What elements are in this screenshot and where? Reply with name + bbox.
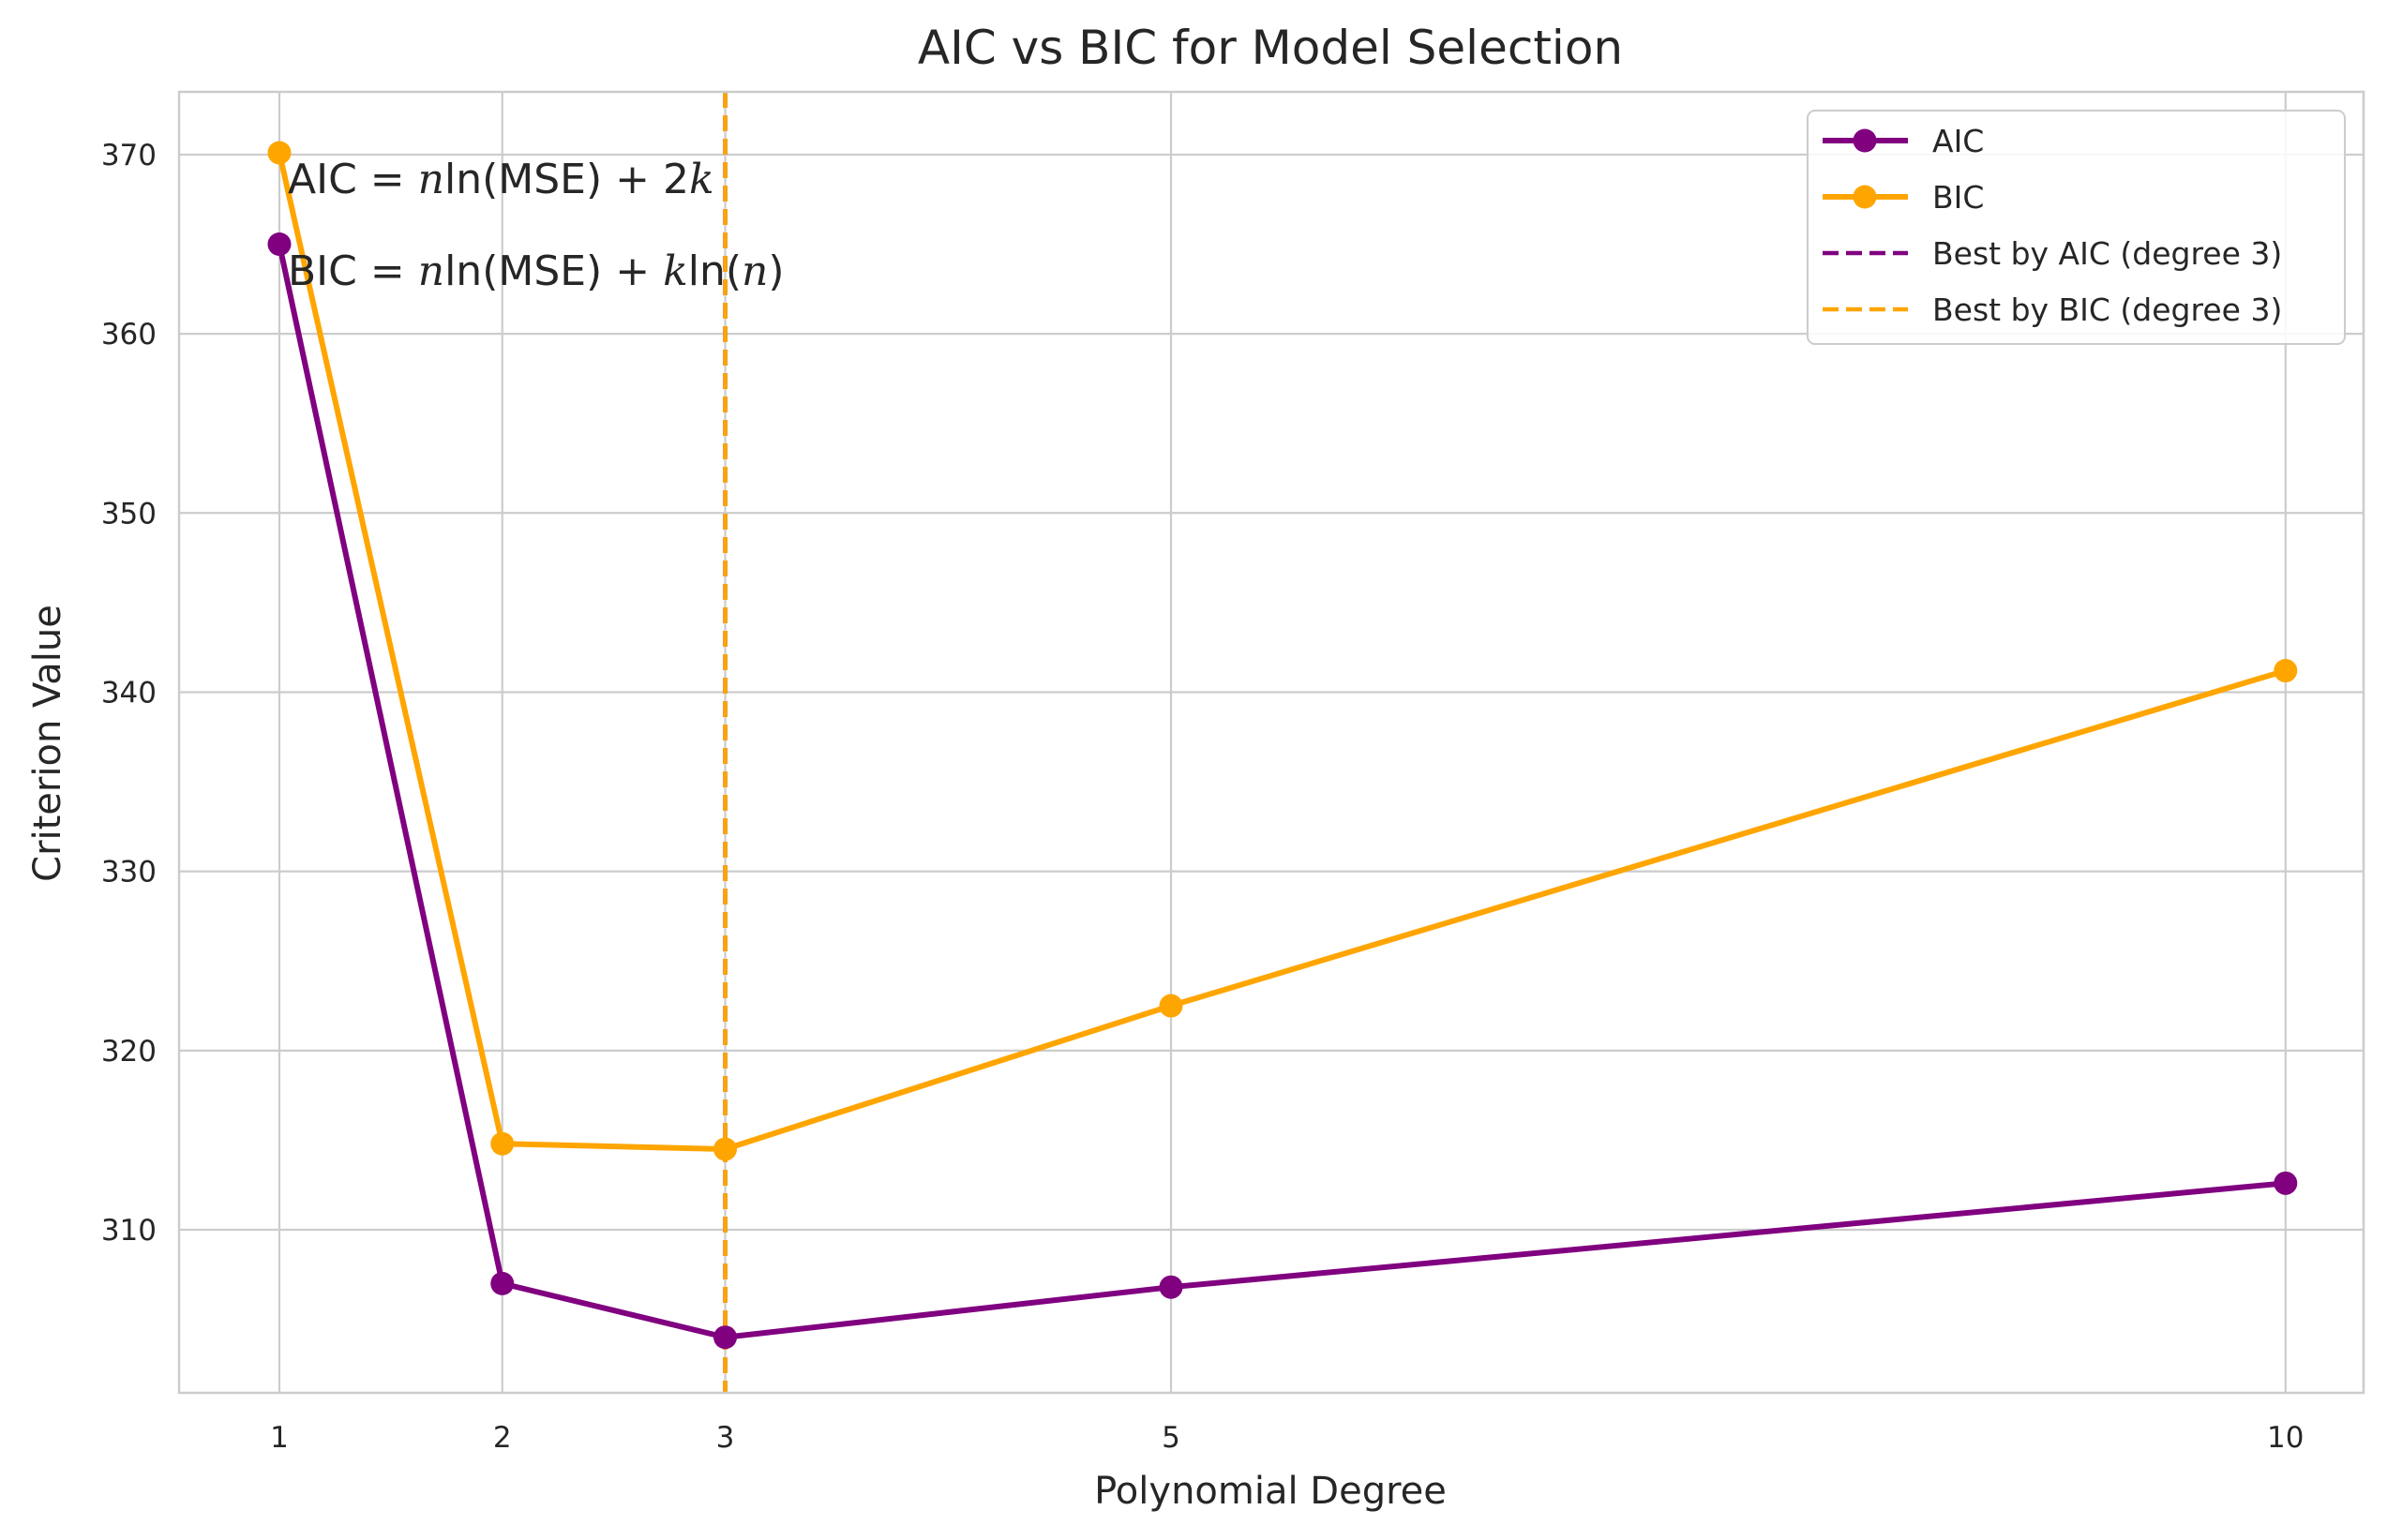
x-tick-labels: 1 2 3 5 10 [270,1421,2304,1455]
data-point-bic-2 [490,1131,515,1156]
y-tick-label-350: 350 [101,497,157,531]
aic-formula: AIC = nln(MSE) + 2k [288,156,714,203]
bic-formula-n: n [418,247,444,295]
series-layer [267,141,2298,1350]
data-point-aic-5 [1159,1275,1183,1299]
y-axis-label: Criterion Value [26,605,69,882]
bic-formula-fn: ln(MSE) + [444,247,663,295]
bic-formula-k: k [663,247,688,295]
y-tick-label-320: 320 [101,1035,157,1069]
bic-formula-fn2: ln( [688,247,742,295]
chart-title: AIC vs BIC for Model Selection [918,21,1623,75]
legend: AIC BIC Best by AIC (degree 3) Best by BIC … [1807,110,2346,345]
bic-formula-eq: = [357,247,418,295]
x-tick-label-2: 2 [493,1421,512,1455]
bic-formula-lhs: BIC [288,247,357,295]
data-point-aic-1 [267,232,292,257]
y-tick-label-360: 360 [101,318,157,351]
legend-box [1807,110,2346,345]
legend-marker-bic [1853,185,1877,209]
aic-formula-fn: ln(MSE) + 2 [444,156,689,203]
series-bic [267,141,2298,1161]
y-tick-labels: 310 320 330 340 350 360 370 [101,139,157,1248]
plot-frame [177,90,2365,1395]
bic-formula: BIC = nln(MSE) + kln(n) [288,247,785,295]
x-tick-label-10: 10 [2267,1421,2304,1455]
data-point-bic-5 [1159,994,1183,1018]
legend-label-best-aic: Best by AIC (degree 3) [1932,235,2282,272]
data-point-bic-1 [267,141,292,165]
x-tick-label-3: 3 [716,1421,735,1455]
y-tick-label-310: 310 [101,1214,157,1248]
aic-formula-n: n [418,156,444,203]
bic-formula-close: ) [768,247,784,295]
aic-formula-eq: = [357,156,418,203]
aic-formula-lhs: AIC [288,156,357,203]
legend-label-bic: BIC [1932,179,1984,216]
data-point-aic-10 [2274,1171,2298,1195]
x-tick-label-1: 1 [270,1421,289,1455]
x-tick-label-5: 5 [1162,1421,1180,1455]
legend-marker-aic [1853,128,1877,153]
data-point-aic-2 [490,1271,515,1295]
aic-formula-k: k [689,156,714,203]
data-point-bic-3 [713,1137,737,1161]
legend-label-best-bic: Best by BIC (degree 3) [1932,292,2282,328]
y-tick-label-330: 330 [101,856,157,890]
y-tick-label-340: 340 [101,676,157,710]
y-tick-label-370: 370 [101,139,157,172]
legend-label-aic: AIC [1932,123,1984,159]
data-point-aic-3 [713,1325,737,1350]
bic-formula-n2: n [742,247,768,295]
data-point-bic-10 [2274,659,2298,683]
series-aic [267,232,2298,1350]
x-axis-label: Polynomial Degree [1094,1470,1447,1513]
